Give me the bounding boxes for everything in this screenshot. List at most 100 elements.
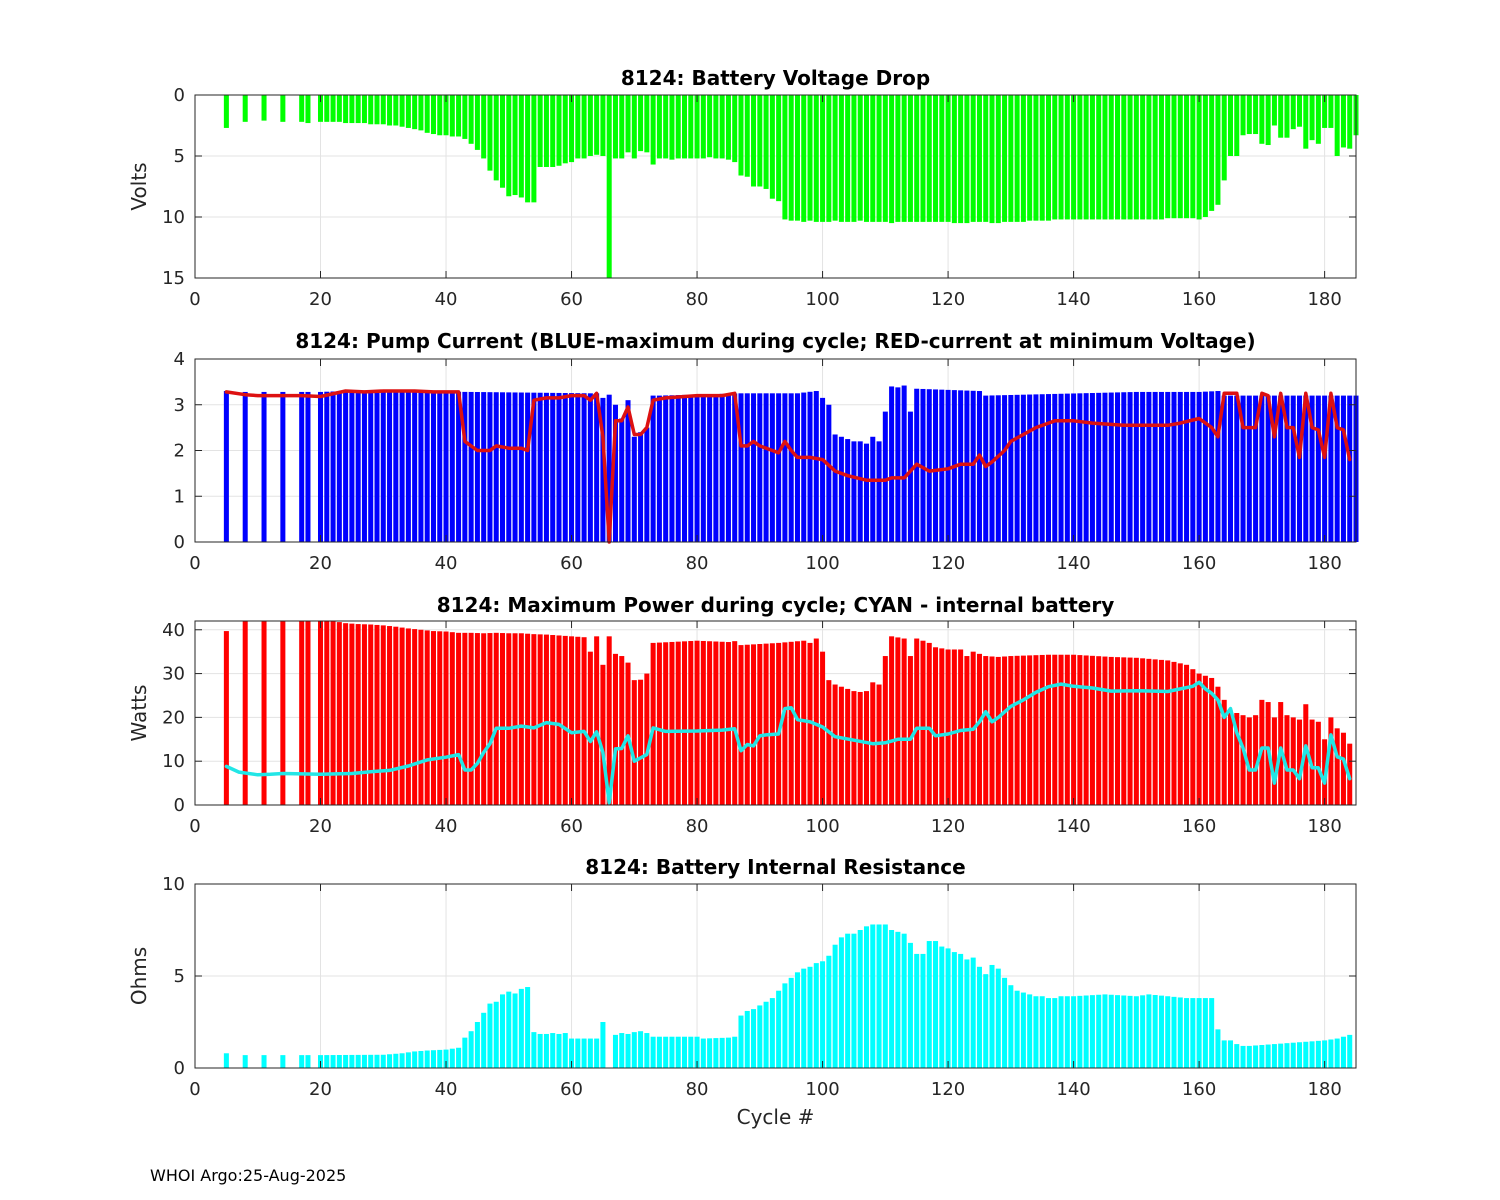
- power-bar: [449, 632, 455, 805]
- power-ticks: 0 20 40 60 80 100 120 140 160 180 0 10 20 30 40: [162, 620, 1356, 837]
- resistance-bar: [1083, 995, 1089, 1068]
- resistance-bar: [788, 977, 794, 1068]
- current-bar: [587, 393, 593, 542]
- power-bar: [694, 640, 700, 805]
- voltage-bar: [907, 95, 913, 222]
- power-bar: [1221, 699, 1227, 805]
- current-bar: [1115, 392, 1121, 542]
- resistance-bar: [1039, 996, 1045, 1068]
- resistance-bar: [744, 1010, 750, 1068]
- voltage-bar: [424, 95, 430, 133]
- voltage-bar: [669, 95, 675, 160]
- resistance-bar: [1121, 995, 1127, 1068]
- voltage-bar: [380, 95, 386, 125]
- resistance-bar: [656, 1036, 662, 1068]
- power-bar: [556, 635, 562, 805]
- resistance-bar: [506, 991, 512, 1068]
- voltage-bar: [299, 95, 305, 122]
- current-bar: [1165, 391, 1171, 542]
- resistance-bar: [581, 1038, 587, 1068]
- voltage-bar: [914, 95, 920, 222]
- current-bar: [675, 395, 681, 542]
- voltage-bar: [355, 95, 361, 124]
- power-marks: [223, 621, 1353, 805]
- voltage-bar: [707, 95, 713, 158]
- resistance-ytick-label: 10: [162, 874, 185, 895]
- current-bar: [518, 392, 524, 542]
- resistance-bar: [430, 1050, 436, 1068]
- current-bar: [550, 392, 556, 542]
- power-bar: [1246, 717, 1252, 805]
- resistance-bar: [832, 944, 838, 1068]
- current-bar: [1202, 391, 1208, 542]
- voltage-bar: [744, 95, 750, 177]
- current-bar: [387, 391, 393, 542]
- voltage-bar: [437, 95, 443, 136]
- voltage-bar: [418, 95, 424, 131]
- power-bar: [1177, 663, 1183, 805]
- current-bar: [1140, 391, 1146, 542]
- voltage-bar: [1121, 95, 1127, 220]
- current-bar: [405, 391, 411, 542]
- resistance-bar: [587, 1038, 593, 1068]
- voltage-bar: [261, 95, 267, 121]
- current-bar: [368, 391, 374, 542]
- power-ytick-label: 10: [162, 751, 185, 772]
- current-bar: [330, 391, 336, 542]
- current-bar: [1184, 391, 1190, 542]
- current-bar: [907, 411, 913, 542]
- voltage-bar: [776, 95, 782, 202]
- resistance-bar: [945, 948, 951, 1068]
- power-bar: [863, 691, 870, 805]
- voltage-bar: [631, 95, 637, 159]
- resistance-bar: [1071, 996, 1077, 1068]
- current-xtick-label: 40: [435, 553, 458, 574]
- current-bar: [562, 393, 568, 542]
- resistance-bar: [738, 1015, 744, 1068]
- resistance-bar: [405, 1052, 411, 1068]
- resistance-bar: [920, 953, 926, 1068]
- power-bar: [832, 684, 838, 805]
- voltage-bar: [838, 95, 844, 222]
- resistance-bar: [1315, 1040, 1321, 1068]
- resistance-bar: [562, 1033, 568, 1068]
- voltage-bar: [801, 95, 807, 222]
- current-xtick-label: 0: [189, 553, 200, 574]
- resistance-bar: [1246, 1045, 1252, 1068]
- voltage-bar: [663, 95, 669, 159]
- power-bar: [430, 631, 436, 805]
- resistance-bar: [851, 933, 857, 1068]
- power-bar: [355, 624, 361, 805]
- resistance-bar: [1064, 996, 1070, 1068]
- current-bar: [713, 394, 719, 542]
- resistance-bar: [1328, 1039, 1334, 1068]
- voltage-bar: [318, 95, 324, 122]
- power-bar: [857, 691, 863, 805]
- current-bar: [606, 394, 612, 542]
- current-bar: [832, 434, 838, 542]
- power-bar: [1334, 728, 1340, 805]
- current-bar: [920, 388, 926, 542]
- current-bar: [1221, 395, 1227, 542]
- current-bar: [343, 391, 349, 542]
- panel-power: 0 20 40 60 80 100 120 140 160 180 0 10 20 30 40 8124: …: [127, 593, 1357, 837]
- power-xtick-label: 100: [805, 816, 839, 837]
- current-bar: [926, 389, 932, 542]
- voltage-bar: [976, 95, 982, 222]
- voltage-bar: [1196, 95, 1202, 220]
- current-bar: [945, 389, 951, 542]
- resistance-bar: [838, 937, 844, 1068]
- current-bar: [299, 391, 305, 542]
- resistance-bar: [951, 952, 957, 1068]
- current-bar: [1265, 395, 1271, 542]
- voltage-bar: [1089, 95, 1095, 220]
- resistance-bar: [575, 1038, 581, 1068]
- current-bar: [1071, 393, 1077, 542]
- resistance-bar: [876, 924, 882, 1068]
- power-bar: [1121, 657, 1127, 805]
- resistance-bar: [1334, 1038, 1340, 1068]
- current-bar: [1008, 394, 1014, 542]
- resistance-bar: [1259, 1045, 1265, 1068]
- voltage-ylabel: Volts: [127, 162, 151, 210]
- power-bar: [474, 633, 480, 805]
